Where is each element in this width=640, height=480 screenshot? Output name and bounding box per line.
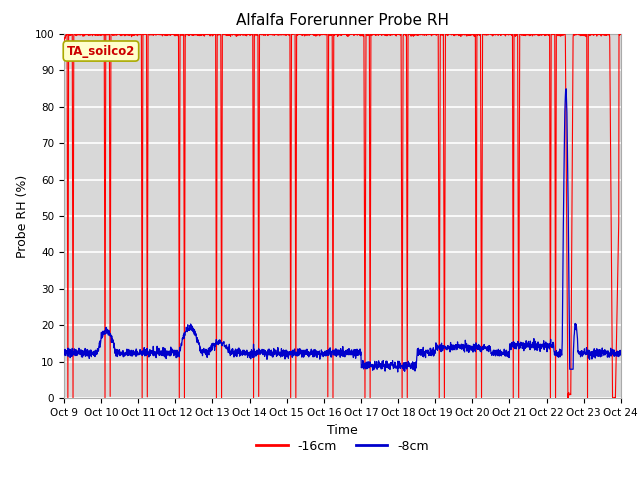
Text: TA_soilco2: TA_soilco2 xyxy=(67,45,135,58)
Title: Alfalfa Forerunner Probe RH: Alfalfa Forerunner Probe RH xyxy=(236,13,449,28)
Legend: -16cm, -8cm: -16cm, -8cm xyxy=(252,435,433,458)
X-axis label: Time: Time xyxy=(327,424,358,437)
Y-axis label: Probe RH (%): Probe RH (%) xyxy=(16,174,29,258)
